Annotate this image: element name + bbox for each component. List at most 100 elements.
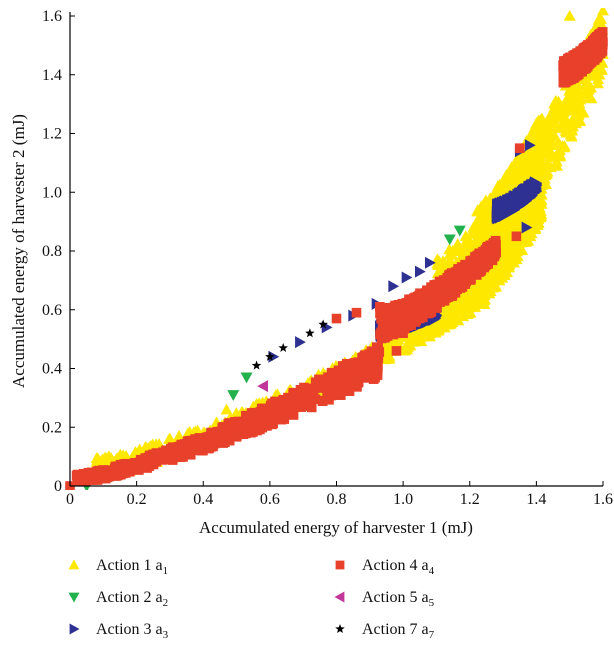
data-point <box>524 200 537 212</box>
data-point <box>544 147 557 159</box>
data-point <box>400 339 413 351</box>
data-point <box>455 295 468 307</box>
data-point <box>249 421 260 431</box>
data-point <box>586 69 599 81</box>
data-point <box>540 157 553 168</box>
data-point <box>401 271 413 284</box>
data-point <box>510 166 523 178</box>
data-point <box>407 335 420 347</box>
data-point <box>493 274 506 286</box>
data-point <box>529 184 541 197</box>
data-point <box>499 183 512 194</box>
data-point <box>352 370 362 380</box>
data-point <box>491 180 504 191</box>
data-point <box>411 297 421 307</box>
data-point <box>473 229 486 241</box>
data-point <box>485 244 496 254</box>
data-point <box>595 64 608 75</box>
data-point <box>337 361 348 371</box>
data-point <box>467 261 478 272</box>
data-point <box>574 87 587 99</box>
data-point <box>556 109 569 121</box>
data-point <box>324 388 334 399</box>
data-point <box>443 243 456 255</box>
data-point <box>453 225 466 237</box>
data-point <box>457 269 468 280</box>
data-point <box>268 350 280 363</box>
data-point <box>549 159 562 171</box>
data-point <box>146 438 159 450</box>
data-point <box>379 327 389 338</box>
data-point <box>246 408 257 418</box>
data-point <box>422 286 432 296</box>
data-point <box>461 236 474 248</box>
data-point <box>569 117 582 129</box>
data-point <box>278 400 289 410</box>
data-point <box>349 358 360 368</box>
data-point <box>390 316 400 327</box>
data-point <box>530 210 543 222</box>
data-point <box>574 103 587 115</box>
data-point <box>595 13 608 24</box>
data-point <box>526 167 539 178</box>
data-point <box>89 472 100 483</box>
data-point <box>195 435 205 445</box>
data-point <box>479 262 489 273</box>
data-point <box>536 130 549 142</box>
data-point <box>451 238 464 249</box>
data-point <box>548 101 561 113</box>
data-point <box>518 156 531 168</box>
data-point <box>415 330 428 342</box>
data-point <box>536 113 549 124</box>
data-point <box>443 234 456 246</box>
data-point <box>295 336 306 349</box>
data-point <box>371 354 382 365</box>
data-point <box>82 474 93 485</box>
data-point <box>466 273 476 284</box>
series-1 <box>90 8 609 482</box>
data-point <box>424 306 435 317</box>
data-point <box>159 453 169 463</box>
data-point <box>524 149 537 161</box>
data-point <box>414 265 426 278</box>
data-point <box>122 460 132 471</box>
data-point <box>583 82 596 94</box>
data-point <box>521 221 533 234</box>
data-point <box>382 304 392 315</box>
data-point <box>471 204 484 216</box>
data-point <box>556 140 569 151</box>
data-point <box>496 223 509 235</box>
data-point <box>226 418 237 428</box>
data-point <box>497 268 510 280</box>
data-point <box>424 327 437 339</box>
data-point <box>98 465 108 475</box>
data-point <box>585 92 598 104</box>
data-point <box>471 295 484 307</box>
data-point <box>563 10 576 21</box>
data-point <box>483 225 496 237</box>
data-point <box>151 456 162 467</box>
data-point <box>353 378 363 388</box>
data-point <box>529 126 542 138</box>
data-point <box>198 445 208 456</box>
data-point <box>500 199 512 212</box>
data-point <box>563 91 576 103</box>
data-point <box>217 422 228 433</box>
data-point <box>530 118 543 130</box>
data-point <box>532 139 545 151</box>
data-point <box>182 442 192 452</box>
data-point <box>485 254 495 265</box>
data-point <box>554 150 567 162</box>
data-point <box>240 372 253 384</box>
data-point <box>478 283 491 294</box>
data-point <box>364 362 375 372</box>
data-point <box>562 104 575 116</box>
data-point <box>522 234 535 246</box>
data-point <box>484 270 497 282</box>
data-point <box>523 192 535 205</box>
data-point <box>431 322 444 333</box>
series-4 <box>65 27 608 490</box>
data-point <box>520 213 533 225</box>
data-point <box>257 422 268 433</box>
